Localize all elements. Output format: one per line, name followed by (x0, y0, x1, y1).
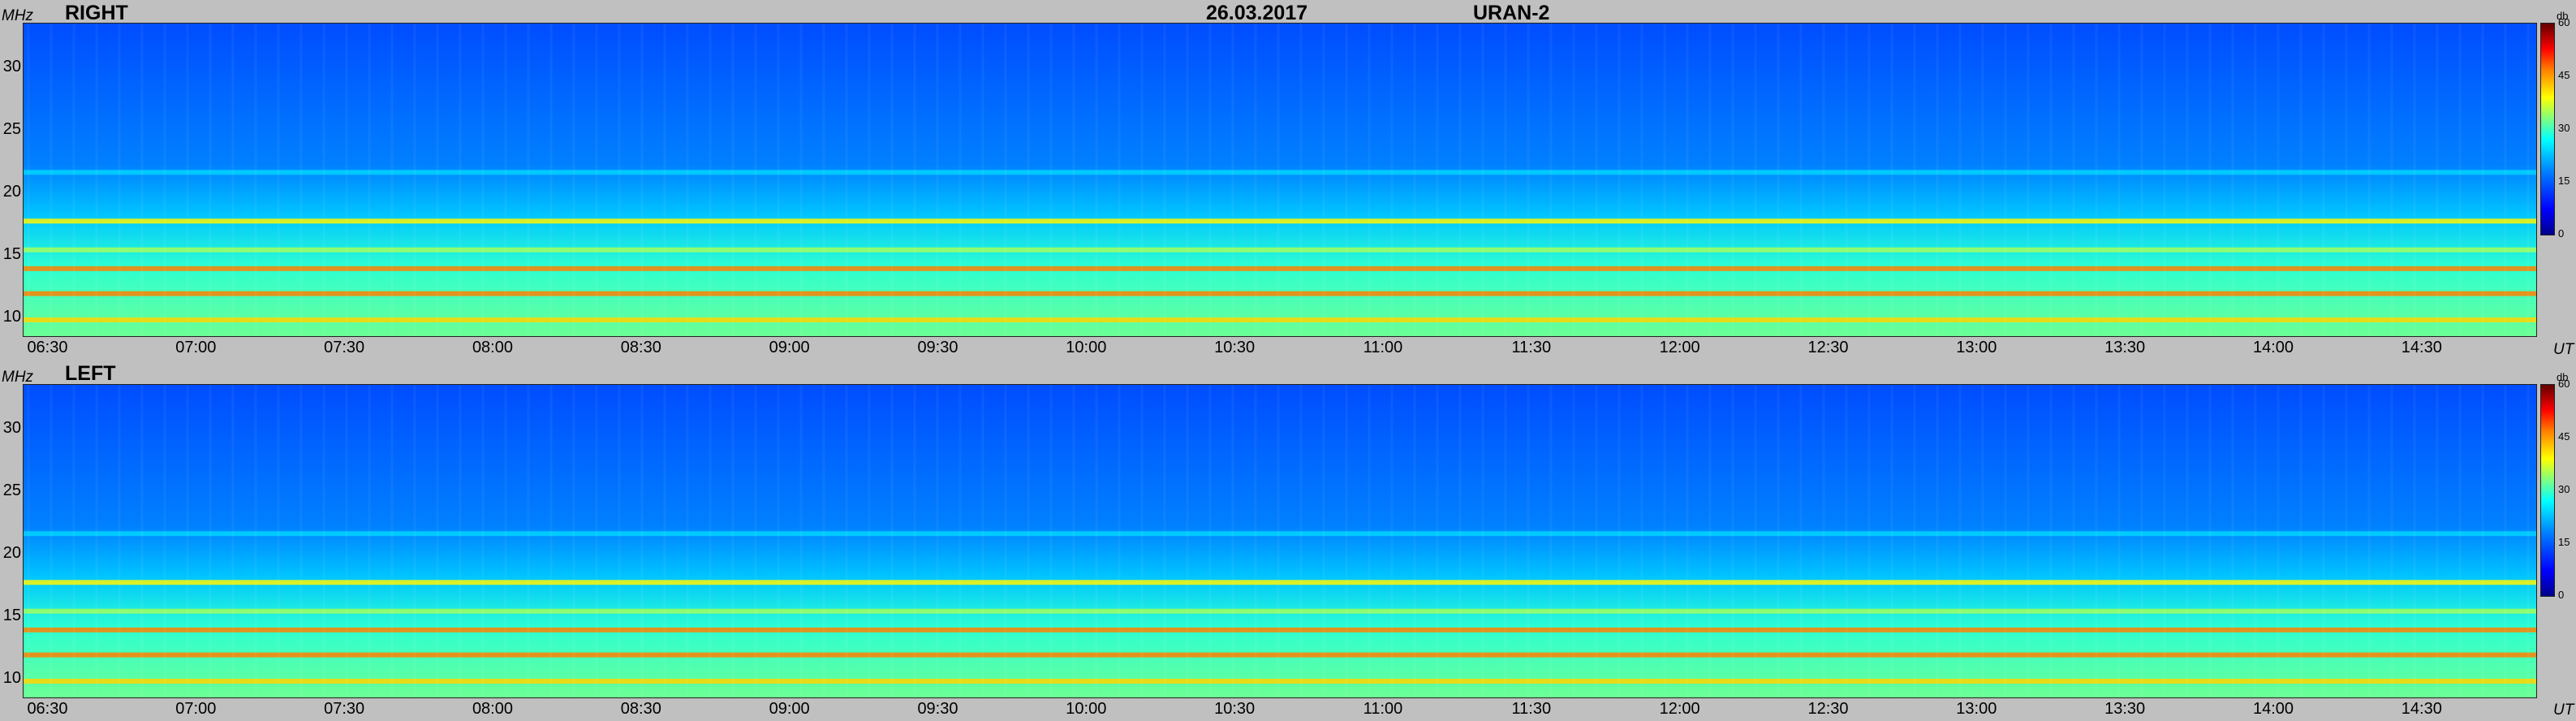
spectrogram-right (23, 23, 2537, 337)
x-tick-label: 13:30 (2104, 700, 2146, 718)
spectrogram-canvas (24, 385, 2536, 697)
colorbar-tick-label: 15 (2558, 536, 2570, 548)
x-tick-label: 07:00 (175, 700, 217, 718)
y-tick-label: 10 (2, 307, 21, 326)
x-tick-label: 08:00 (472, 339, 513, 356)
x-tick-label: 09:00 (769, 339, 810, 356)
x-tick-label: 13:00 (1956, 339, 1997, 356)
y-tick-label: 25 (2, 481, 21, 499)
x-tick-label: 07:00 (175, 339, 217, 356)
x-tick-label: 13:00 (1956, 700, 1997, 718)
emission-band (24, 627, 2536, 632)
emission-band (24, 291, 2536, 296)
emission-band (24, 652, 2536, 658)
x-tick-label: 12:30 (1807, 339, 1849, 356)
colorbar-tick-label: 30 (2558, 483, 2570, 495)
emission-band (24, 580, 2536, 585)
x-tick-label: 14:30 (2401, 700, 2442, 718)
x-tick-label: 11:00 (1363, 339, 1403, 356)
emission-band (24, 608, 2536, 614)
emission-band (24, 678, 2536, 684)
y-tick-label: 20 (2, 182, 21, 201)
colorbar-tick-label: 30 (2558, 122, 2570, 134)
spectrogram-canvas (24, 24, 2536, 336)
x-tick-label: 14:00 (2252, 700, 2294, 718)
emission-band (24, 247, 2536, 253)
x-tick-label: 12:30 (1807, 700, 1849, 718)
x-tick-label: 10:00 (1066, 700, 1107, 718)
x-tick-label: 12:00 (1659, 700, 1700, 718)
colorbar-tick-label: 15 (2558, 175, 2570, 187)
x-tick-label: 14:00 (2252, 339, 2294, 356)
x-tick-label: 10:30 (1214, 339, 1256, 356)
colorbar-tick-label: 0 (2558, 227, 2565, 240)
colorbar-tick-label: 45 (2558, 69, 2570, 81)
x-tick-label: 06:30 (27, 700, 68, 718)
x-tick-label: 06:30 (27, 339, 68, 356)
colorbar-unit-top: db (2557, 10, 2569, 22)
y-tick-label: 20 (2, 543, 21, 562)
colorbar-unit-bottom: db (2557, 371, 2569, 383)
x-tick-label: 09:30 (917, 339, 958, 356)
colorbar-tick-label: 60 (2558, 16, 2570, 28)
spectrogram-background (24, 24, 2536, 336)
colorbar-top (2540, 23, 2555, 235)
panel-title-right: RIGHT (65, 2, 128, 24)
panel-title-left: LEFT (65, 362, 116, 385)
x-tick-label: 09:00 (769, 700, 810, 718)
x-tick-label: 08:30 (620, 700, 661, 718)
instrument-name: URAN-2 (1473, 2, 1550, 24)
colorbar-bottom (2540, 384, 2555, 597)
x-tick-label: 07:30 (324, 339, 365, 356)
x-tick-label: 11:30 (1511, 700, 1552, 718)
colorbar-tick-label: 45 (2558, 430, 2570, 443)
y-tick-label: 30 (2, 57, 21, 76)
x-tick-label: 08:30 (620, 339, 661, 356)
x-tick-label: 11:00 (1363, 700, 1403, 718)
x-tick-label: 10:00 (1066, 339, 1107, 356)
x-unit-label-bottom: UT (2553, 702, 2574, 719)
observation-date: 26.03.2017 (1206, 2, 1308, 24)
y-tick-label: 30 (2, 418, 21, 437)
x-tick-label: 10:30 (1214, 700, 1256, 718)
x-tick-label: 14:30 (2401, 339, 2442, 356)
x-tick-label: 08:00 (472, 700, 513, 718)
x-tick-label: 12:00 (1659, 339, 1700, 356)
emission-band (24, 266, 2536, 271)
emission-band (24, 218, 2536, 224)
colorbar-tick-label: 0 (2558, 589, 2565, 601)
y-tick-label: 10 (2, 668, 21, 687)
y-tick-label: 25 (2, 119, 21, 138)
x-unit-label-top: UT (2553, 341, 2574, 358)
y-unit-label-top: MHz (2, 7, 34, 24)
x-tick-label: 07:30 (324, 700, 365, 718)
y-tick-label: 15 (2, 244, 21, 263)
emission-band (24, 531, 2536, 537)
x-tick-label: 11:30 (1511, 339, 1552, 356)
x-tick-label: 09:30 (917, 700, 958, 718)
emission-band (24, 317, 2536, 322)
spectrogram-left (23, 384, 2537, 698)
colorbar-tick-label: 60 (2558, 378, 2570, 390)
y-unit-label-bottom: MHz (2, 369, 34, 386)
emission-band (24, 170, 2536, 175)
x-tick-label: 13:30 (2104, 339, 2146, 356)
y-tick-label: 15 (2, 606, 21, 624)
spectrogram-background (24, 385, 2536, 697)
